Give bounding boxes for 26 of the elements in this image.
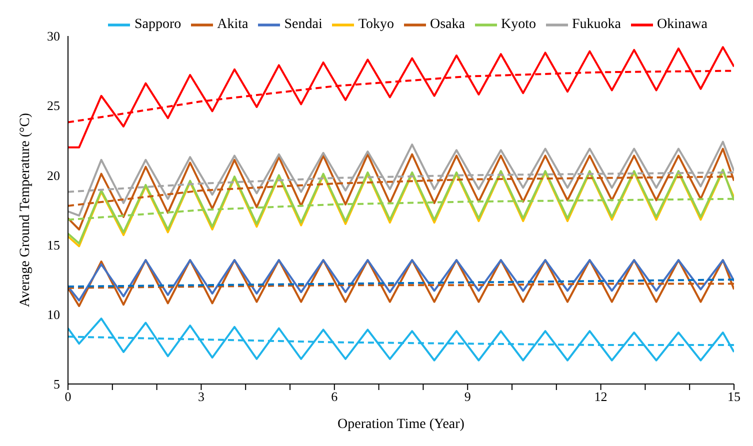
- y-axis-title: Average Ground Temperature (°C): [18, 112, 33, 308]
- y-tick-label: 25: [47, 98, 60, 114]
- legend-label: Sapporo: [134, 17, 182, 32]
- line-series: [68, 148, 734, 230]
- legend-label: Sendai: [284, 17, 322, 32]
- line-series: [68, 318, 734, 362]
- x-tick-label: 12: [594, 389, 608, 404]
- legend-label: Okinawa: [656, 17, 708, 32]
- x-tick-label: 9: [464, 389, 471, 404]
- y-tick-label: 5: [54, 376, 60, 392]
- legend-label: Akita: [217, 17, 248, 32]
- y-tick-label: 20: [47, 168, 60, 183]
- legend-label: Fukuoka: [572, 17, 621, 32]
- x-tick-label: 0: [64, 389, 72, 404]
- y-tick-label: 15: [47, 237, 60, 252]
- legend-label: Osaka: [430, 17, 465, 32]
- legend-label: Tokyo: [358, 17, 394, 32]
- x-tick-label: 3: [198, 389, 204, 404]
- x-tick-label: 6: [331, 389, 338, 404]
- x-axis-title: Operation Time (Year): [338, 417, 465, 432]
- y-tick-label: 10: [47, 307, 60, 322]
- line-series: [68, 46, 734, 148]
- legend-label: Kyoto: [500, 17, 536, 32]
- y-tick-label: 30: [47, 28, 60, 44]
- line-series: [68, 278, 734, 288]
- x-tick-label: 15: [728, 389, 740, 404]
